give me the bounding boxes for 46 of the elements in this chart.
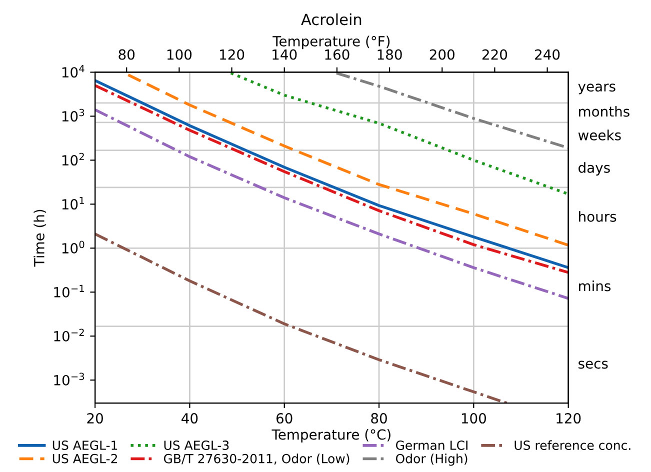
legend-label: US AEGL-1 <box>52 440 118 450</box>
x2-tick-label: 240 <box>535 49 560 60</box>
text: months <box>579 106 630 117</box>
line-series <box>95 232 508 404</box>
y-axis-title: Time (h) <box>34 210 46 267</box>
x2-tick-label: 120 <box>220 49 244 60</box>
chart-title: Acrolein <box>301 13 362 26</box>
x2-axis-title: Temperature (°F) <box>272 36 390 50</box>
text: secs <box>578 360 608 369</box>
legend-label: US reference conc. <box>514 440 630 450</box>
x2-tick-label: 160 <box>325 49 350 60</box>
line-series <box>95 108 568 300</box>
x2-tick-label: 220 <box>482 49 508 60</box>
y-tick-label: 10$^{2}$ <box>62 152 84 166</box>
legend-label: GB/T 27630-2011, Odor (Low) <box>164 454 350 465</box>
y-tick-label: 10$^{−3}$ <box>54 372 84 386</box>
y-tick-label: 10$^{4}$ <box>62 64 84 78</box>
legend-label: Odor (High) <box>396 454 468 466</box>
text: weeks <box>578 130 621 140</box>
x-axis-title: Temperature (°C) <box>272 429 390 442</box>
legend-label: German LCI <box>396 440 468 450</box>
line-series <box>126 73 568 247</box>
line-series <box>335 72 568 150</box>
x-tick-label: 60 <box>276 413 292 424</box>
x2-tick-label: 140 <box>272 49 297 60</box>
text: days <box>578 162 610 176</box>
line-series <box>229 72 568 196</box>
y-tick-label: 10$^{1}$ <box>62 196 84 210</box>
x2-tick-label: 80 <box>118 49 135 60</box>
y-tick-label: 10$^{3}$ <box>62 108 84 122</box>
x2-tick-label: 180 <box>378 49 402 60</box>
y-tick-label: 10$^{−1}$ <box>54 284 84 298</box>
x-tick-label: 40 <box>182 413 198 424</box>
y-tick-label: 10$^{0}$ <box>62 240 84 254</box>
x-tick-label: 20 <box>87 413 103 424</box>
legend-label: US AEGL-3 <box>164 440 229 450</box>
x-tick-label: 100 <box>462 413 486 424</box>
text: years <box>578 84 616 94</box>
x2-tick-label: 100 <box>167 49 192 60</box>
text: hours <box>579 211 616 222</box>
y-tick-label: 10$^{−2}$ <box>54 328 84 342</box>
x2-tick-label: 200 <box>430 49 454 60</box>
text: mins <box>579 280 611 292</box>
legend-label: US AEGL-2 <box>52 454 117 464</box>
x-tick-label: 120 <box>556 413 581 424</box>
x-tick-label: 80 <box>371 413 387 424</box>
